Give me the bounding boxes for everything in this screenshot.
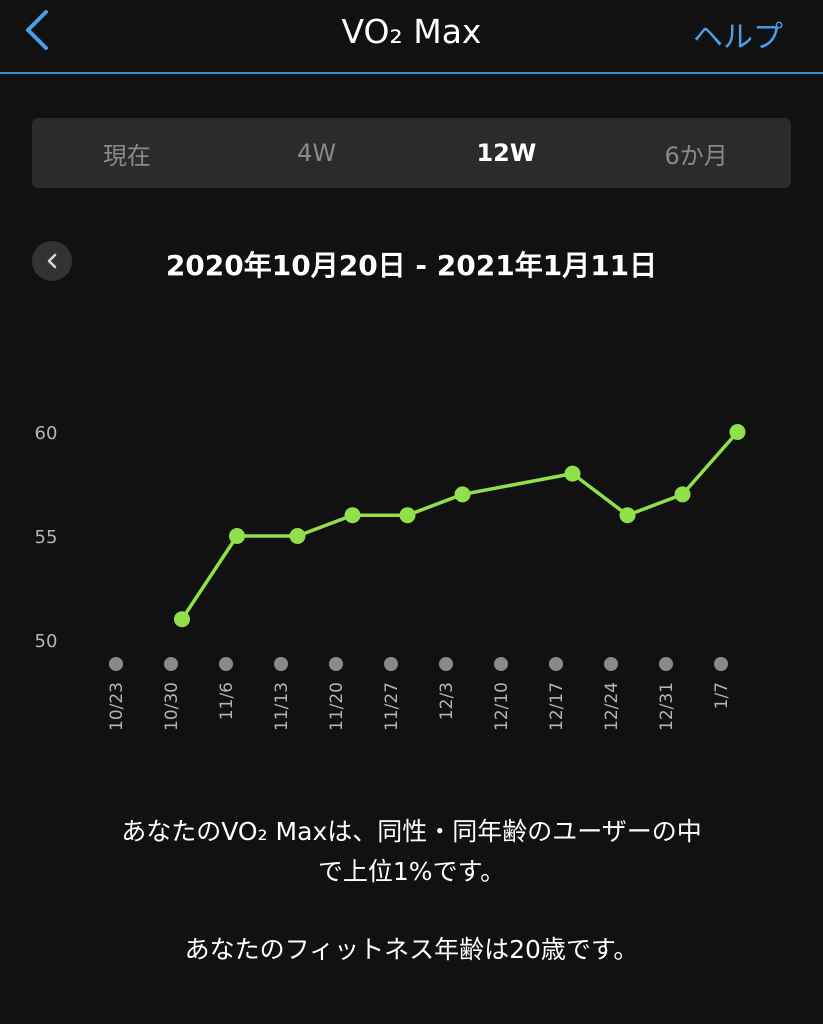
chevron-left-icon (26, 10, 48, 50)
x-tick-label: 11/13 (272, 682, 292, 731)
x-axis-marker[interactable] (219, 657, 233, 671)
data-point[interactable] (399, 507, 416, 524)
data-point[interactable] (454, 486, 471, 503)
x-tick-label: 12/3 (437, 682, 457, 720)
tab-12w[interactable]: 12W (476, 139, 537, 167)
percentile-message: あなたのVO₂ Maxは、同性・同年齢のユーザーの中 で上位1%です。 (40, 812, 783, 892)
tab-6-months[interactable]: 6か月 (664, 141, 728, 170)
x-tick-label: 12/10 (492, 682, 512, 731)
x-axis-marker[interactable] (164, 657, 178, 671)
y-tick-label: 60 (35, 423, 58, 444)
x-tick-label: 11/20 (327, 682, 347, 731)
data-point[interactable] (619, 507, 636, 524)
x-axis-marker[interactable] (384, 657, 398, 671)
series-line (180, 430, 739, 621)
x-axis-marker[interactable] (714, 657, 728, 671)
x-axis-marker[interactable] (329, 657, 343, 671)
x-axis-marker[interactable] (274, 657, 288, 671)
page-title: VO₂ Max (341, 12, 482, 51)
percentile-message-line2: で上位1%です。 (317, 857, 506, 886)
tab-4w[interactable]: 4W (297, 139, 337, 167)
back-button[interactable] (18, 8, 58, 52)
percentile-message-line1: あなたのVO₂ Maxは、同性・同年齢のユーザーの中 (121, 817, 702, 846)
period-segmented-control: 現在 4W 12W 6か月 (32, 118, 791, 188)
y-tick-label: 50 (35, 631, 58, 652)
x-axis-marker[interactable] (549, 657, 563, 671)
fitness-age-message: あなたのフィットネス年齢は20歳です。 (184, 935, 639, 964)
x-tick-label: 10/23 (107, 682, 127, 731)
x-axis-marker[interactable] (439, 657, 453, 671)
nav-header: VO₂ Max ヘルプ (0, 0, 823, 74)
x-axis-marker[interactable] (494, 657, 508, 671)
x-axis-marker[interactable] (659, 657, 673, 671)
data-point[interactable] (289, 528, 306, 544)
x-axis-marker[interactable] (109, 657, 123, 671)
previous-range-button[interactable] (32, 241, 72, 281)
chevron-left-icon (47, 253, 57, 269)
data-point[interactable] (229, 528, 245, 544)
x-axis-marker[interactable] (604, 657, 618, 671)
data-point[interactable] (674, 486, 691, 503)
x-tick-label: 12/24 (602, 682, 622, 731)
x-tick-label: 12/31 (657, 682, 677, 731)
data-point[interactable] (174, 611, 190, 628)
data-point[interactable] (564, 465, 581, 482)
x-tick-label: 11/27 (382, 682, 402, 731)
data-point[interactable] (344, 507, 361, 524)
date-range-label: 2020年10月20日 - 2021年1月11日 (165, 249, 658, 282)
x-tick-label: 12/17 (547, 682, 567, 731)
x-tick-label: 1/7 (712, 682, 732, 709)
x-tick-label: 11/6 (217, 682, 237, 720)
tab-current[interactable]: 現在 (102, 141, 151, 170)
x-tick-label: 10/30 (162, 682, 182, 731)
data-point[interactable] (729, 424, 746, 440)
help-button[interactable]: ヘルプ (693, 20, 783, 55)
y-tick-label: 55 (35, 527, 58, 548)
